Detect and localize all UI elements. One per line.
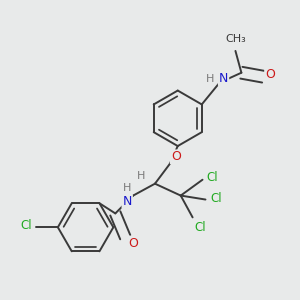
- Text: Cl: Cl: [195, 221, 206, 234]
- Text: Cl: Cl: [207, 171, 218, 184]
- Text: O: O: [171, 150, 181, 164]
- Text: N: N: [219, 72, 228, 85]
- Text: H: H: [123, 183, 131, 193]
- Text: CH₃: CH₃: [225, 34, 246, 44]
- Text: Cl: Cl: [20, 219, 32, 232]
- Text: O: O: [265, 68, 275, 81]
- Text: N: N: [122, 195, 132, 208]
- Text: H: H: [206, 74, 214, 84]
- Text: H: H: [137, 171, 145, 181]
- Text: O: O: [128, 237, 138, 250]
- Text: Cl: Cl: [211, 192, 222, 205]
